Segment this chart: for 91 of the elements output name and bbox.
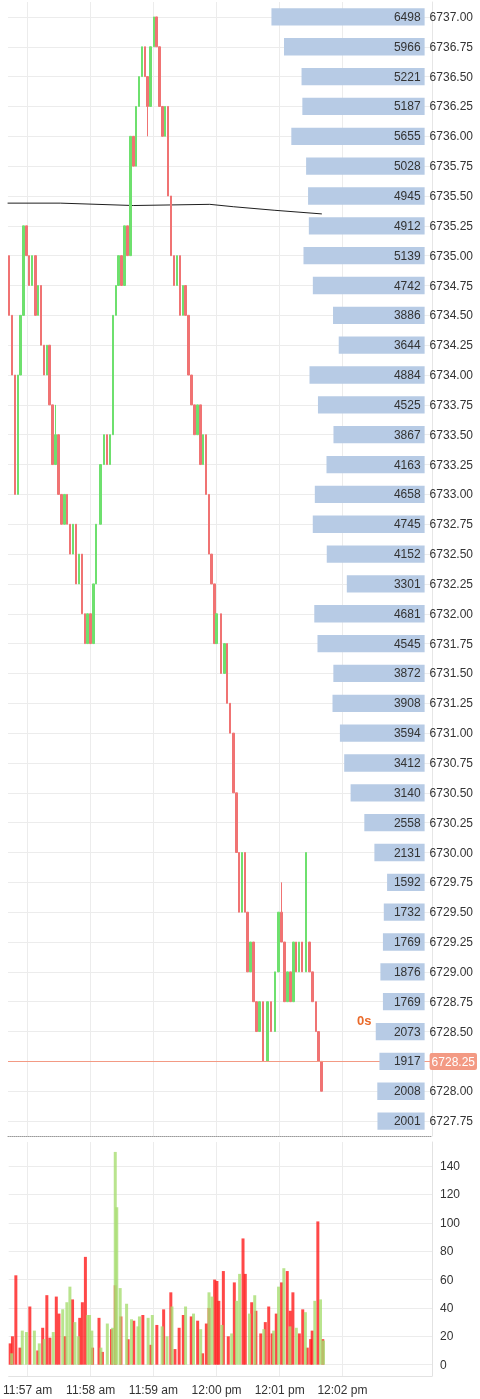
data-label: 3908 — [393, 696, 421, 711]
y-tick-label: 6734.75 — [429, 278, 474, 293]
y-tick-label: 6732.50 — [429, 547, 474, 562]
data-label: 1592 — [393, 875, 421, 890]
x-tick-label: 11:57 am — [2, 1383, 53, 1397]
y-tick-label: 6736.50 — [429, 69, 474, 84]
data-label: 3872 — [393, 666, 421, 681]
y-tick-label: 6729.25 — [429, 935, 474, 950]
data-label: 3867 — [393, 427, 421, 442]
y-tick-label: 6731.75 — [429, 636, 474, 651]
y-tick-label: 0 — [440, 1357, 447, 1372]
data-label: 1769 — [393, 935, 421, 950]
data-label: 4152 — [393, 547, 421, 562]
y-tick-label: 6732.75 — [429, 517, 474, 532]
x-tick-label: 12:01 pm — [254, 1383, 305, 1397]
y-tick-label: 6733.50 — [429, 427, 474, 442]
data-label: 2558 — [393, 815, 421, 830]
data-label: 5028 — [393, 159, 421, 174]
y-tick-label: 6735.00 — [429, 248, 474, 263]
data-label: 5966 — [393, 39, 421, 54]
y-tick-label: 6728.00 — [429, 1084, 474, 1099]
y-tick-label: 140 — [440, 1159, 461, 1174]
y-tick-label: 6729.00 — [429, 964, 474, 979]
data-label: 4745 — [393, 517, 421, 532]
y-tick-label: 6731.25 — [429, 696, 474, 711]
y-tick-label: 6735.50 — [429, 188, 474, 203]
y-tick-label: 6731.50 — [429, 666, 474, 681]
data-label: 1917 — [393, 1054, 421, 1069]
data-label: 4681 — [393, 606, 421, 621]
y-tick-label: 6735.25 — [429, 218, 474, 233]
y-tick-label: 6736.75 — [429, 39, 474, 54]
y-tick-label: 6729.75 — [429, 875, 474, 890]
y-tick-label: 20 — [440, 1329, 454, 1344]
data-label: 5221 — [393, 69, 421, 84]
data-label: 1876 — [393, 964, 421, 979]
data-label: 4912 — [393, 218, 421, 233]
y-tick-label: 6730.25 — [429, 815, 474, 830]
data-label: 4742 — [393, 278, 421, 293]
y-tick-label: 6730.00 — [429, 845, 474, 860]
x-tick-label: 11:58 am — [66, 1383, 116, 1397]
data-label: 3412 — [393, 755, 421, 770]
y-tick-label: 6727.75 — [429, 1114, 474, 1129]
y-tick-label: 6736.00 — [429, 129, 474, 144]
x-tick-label: 12:00 pm — [191, 1383, 242, 1397]
y-tick-label: 6733.75 — [429, 397, 474, 412]
y-tick-label: 100 — [440, 1215, 461, 1230]
data-label: 4163 — [393, 457, 421, 472]
data-label: 5139 — [393, 248, 421, 263]
data-label: 2131 — [393, 845, 421, 860]
data-label: 3594 — [393, 726, 421, 741]
x-tick-label: 11:59 am — [128, 1383, 179, 1397]
data-label: 3886 — [393, 308, 421, 323]
data-label: 4525 — [393, 397, 421, 412]
annotation: 0s — [357, 1013, 372, 1028]
y-tick-label: 6733.25 — [429, 457, 474, 472]
data-label: 2008 — [393, 1084, 421, 1099]
y-tick-label: 40 — [440, 1300, 454, 1315]
data-label: 4545 — [393, 636, 421, 651]
y-tick-label: 6734.25 — [429, 338, 474, 353]
y-tick-label: 6735.75 — [429, 159, 474, 174]
y-tick-label: 6730.50 — [429, 785, 474, 800]
y-tick-label: 6730.75 — [429, 755, 474, 770]
y-tick-label: 6734.00 — [429, 368, 474, 383]
data-label: 2001 — [393, 1114, 421, 1129]
data-label: 3140 — [393, 785, 421, 800]
y-tick-label: 6729.50 — [429, 905, 474, 920]
y-tick-label: 6731.00 — [429, 726, 474, 741]
y-tick-label: 120 — [440, 1187, 461, 1202]
y-tick-label: 6733.00 — [429, 487, 474, 502]
data-label: 5187 — [393, 99, 421, 114]
data-label: 3301 — [393, 576, 421, 591]
data-label: 3644 — [393, 338, 421, 353]
y-tick-label: 80 — [440, 1244, 454, 1259]
y-tick-label: 6728.50 — [429, 1024, 474, 1039]
data-label: 5655 — [393, 129, 421, 144]
data-label: 6498 — [393, 9, 421, 24]
data-label: 2073 — [393, 1024, 421, 1039]
y-tick-label: 6732.25 — [429, 576, 474, 591]
data-label: 4884 — [393, 368, 421, 383]
y-tick-label: 6728.75 — [429, 994, 474, 1009]
data-label: 1769 — [393, 994, 421, 1009]
y-tick-label: 60 — [440, 1272, 454, 1287]
data-label: 1732 — [393, 905, 421, 920]
data-label: 4658 — [393, 487, 421, 502]
data-label: 4945 — [393, 188, 421, 203]
y-tick-label: 6736.25 — [429, 99, 474, 114]
x-tick-label: 12:02 pm — [317, 1383, 368, 1397]
y-tick-label: 6734.50 — [429, 308, 474, 323]
y-tick-label: 6732.00 — [429, 606, 474, 621]
y-tick-label: 6737.00 — [429, 9, 474, 24]
y-tick-label: 6728.25 — [431, 1054, 476, 1069]
